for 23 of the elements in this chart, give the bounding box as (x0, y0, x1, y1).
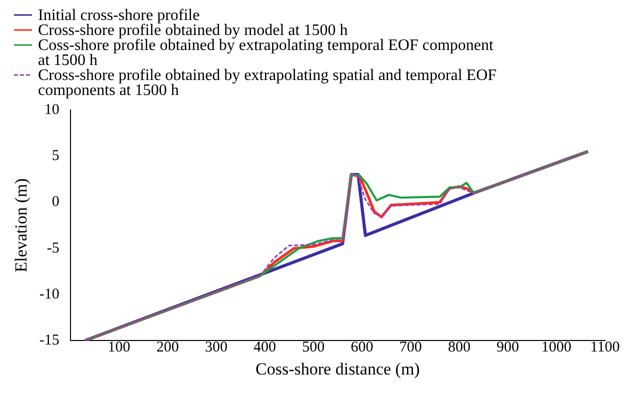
y-tick-label: 10 (44, 102, 60, 118)
x-tick-label: 600 (350, 340, 374, 356)
x-tick-label: 300 (204, 340, 228, 356)
x-tick-label: 200 (156, 340, 179, 356)
x-tick-label: 400 (254, 340, 276, 356)
x-tick-label: 800 (448, 340, 470, 356)
legend-label: Cross-shore profile obtained by model at 1500 h (38, 22, 348, 39)
y-axis-title: Elevation (m) (12, 178, 31, 272)
y-tick-label: -5 (46, 240, 60, 256)
y-tick-label: -10 (39, 286, 60, 302)
x-tick-label: 500 (302, 340, 325, 356)
x-axis-title: Coss-shore distance (m) (256, 359, 420, 378)
x-tick-label: 1000 (541, 340, 572, 356)
x-tick-label: 700 (399, 340, 422, 356)
legend-label: Coss-shore profile obtained by extrapolating temporal EOF component at 1500 h (38, 37, 494, 69)
y-tick-label: 0 (52, 194, 60, 210)
x-tick-label: 100 (108, 340, 130, 356)
y-tick-label: -15 (39, 332, 60, 349)
legend-label: Initial cross-shore profile (38, 7, 200, 24)
y-tick-label: 5 (52, 148, 60, 164)
x-tick-label: 1100 (590, 340, 620, 356)
x-tick-label: 900 (496, 340, 520, 356)
legend-label: Cross-shore profile obtained by extrapolating spatial and temporal EOF components at 1500 h (38, 67, 498, 99)
